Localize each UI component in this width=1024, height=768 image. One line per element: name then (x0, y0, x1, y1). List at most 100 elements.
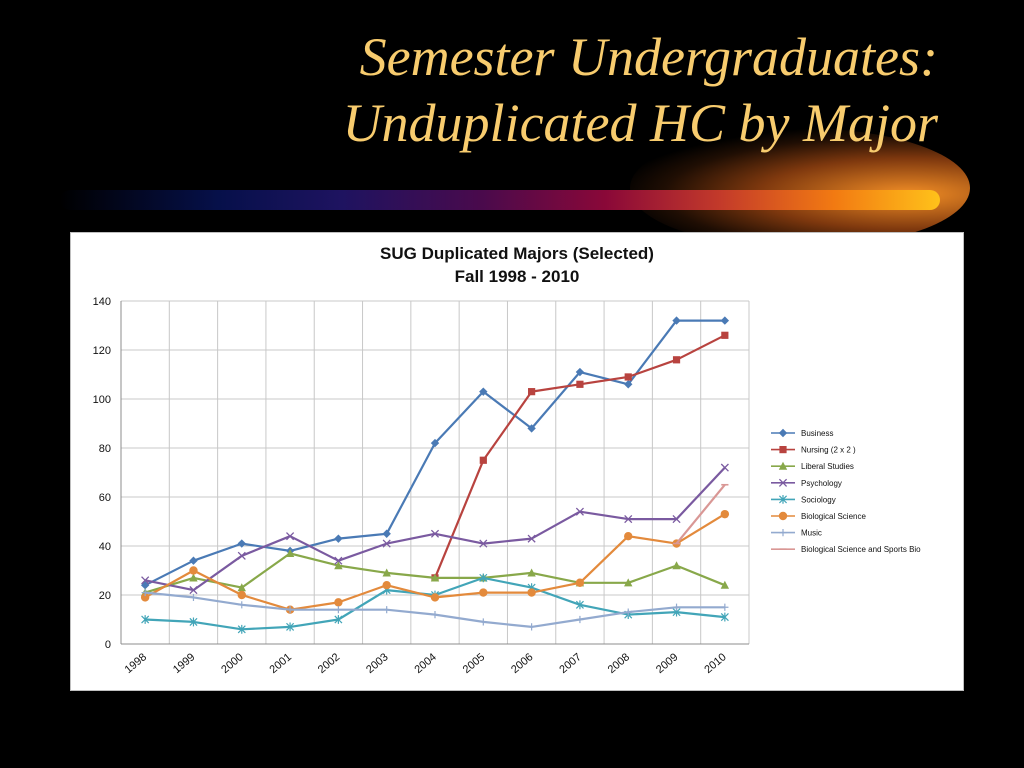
legend-label: Biological Science and Sports Bio (801, 545, 921, 554)
data-point (624, 532, 633, 541)
x-tick-label: 2008 (606, 651, 632, 676)
chart-title-line-1: SUG Duplicated Majors (Selected) (380, 244, 654, 263)
legend-item: Business (771, 428, 833, 438)
legend-label: Biological Science (801, 512, 866, 521)
data-point (141, 576, 150, 585)
data-point (672, 514, 681, 524)
data-point (479, 618, 487, 626)
data-point (576, 615, 584, 624)
data-point (140, 593, 150, 602)
data-point (383, 606, 391, 614)
decorative-glow (630, 128, 970, 248)
data-point (624, 380, 633, 389)
chart-legend: Business Nursing (2 x 2 ) Liberal Studies P… (771, 428, 921, 554)
data-point (527, 568, 536, 577)
y-tick-label: 60 (99, 492, 111, 504)
legend-marker (778, 495, 788, 504)
data-point (720, 316, 730, 325)
data-point (479, 588, 488, 597)
data-point (672, 316, 681, 325)
chart-series (140, 316, 730, 634)
data-point (141, 588, 149, 597)
data-point (382, 529, 391, 538)
data-point (189, 556, 198, 565)
data-point (334, 615, 343, 624)
x-tick-label: 2002 (316, 651, 342, 676)
data-point (624, 578, 633, 587)
series-music (141, 588, 729, 631)
series-biological-science (140, 509, 730, 614)
x-tick-label: 2010 (702, 651, 728, 676)
y-tick-label: 80 (99, 443, 111, 455)
data-point (334, 556, 343, 565)
series-liberal-studies (140, 548, 730, 597)
data-point (624, 373, 632, 381)
series-line (144, 552, 726, 594)
data-point (286, 532, 295, 541)
data-point (575, 367, 585, 377)
data-point (720, 580, 730, 589)
y-tick-label: 120 (93, 345, 111, 357)
data-point (237, 551, 246, 560)
data-point (479, 539, 488, 548)
legend-item: Music (771, 529, 822, 538)
data-point (189, 593, 198, 602)
legend-marker (778, 511, 788, 521)
series-psychology (141, 463, 729, 595)
data-point (527, 424, 536, 433)
data-point (334, 598, 343, 607)
legend-marker (778, 461, 788, 470)
slide-title: Semester Undergraduates: Unduplicated HC… (343, 24, 938, 156)
legend-item: Sociology (771, 495, 836, 504)
data-point (672, 603, 681, 611)
data-point (527, 588, 536, 597)
data-point (720, 509, 730, 519)
data-point (382, 539, 391, 548)
data-point (576, 380, 584, 388)
legend-label: Nursing (2 x 2 ) (801, 446, 856, 455)
legend-marker (779, 529, 787, 537)
data-point (431, 611, 439, 619)
data-point (575, 507, 584, 516)
line-chart: SUG Duplicated Majors (Selected) Fall 19… (93, 244, 922, 676)
x-tick-label: 2001 (268, 651, 294, 676)
x-tick-label: 2007 (557, 651, 583, 676)
data-point (237, 590, 246, 600)
legend-item: Biological Science and Sports Bio (771, 545, 921, 554)
data-point (720, 612, 729, 622)
legend-item: Psychology (771, 478, 842, 488)
legend-label: Music (801, 529, 822, 538)
data-point (382, 568, 391, 577)
data-point (189, 573, 198, 582)
legend-marker (778, 428, 788, 438)
x-tick-label: 2009 (654, 651, 680, 676)
y-tick-label: 100 (93, 394, 111, 406)
x-tick-label: 2004 (412, 651, 438, 676)
data-point (527, 534, 536, 543)
legend-label: Business (801, 429, 833, 438)
data-point (479, 573, 488, 583)
legend-label: Sociology (801, 495, 836, 504)
y-tick-label: 0 (105, 639, 111, 651)
data-point (189, 566, 198, 575)
legend-label: Liberal Studies (801, 462, 854, 471)
y-tick-label: 40 (99, 541, 111, 553)
data-point (528, 623, 536, 631)
data-point (575, 578, 585, 587)
data-point (334, 534, 343, 543)
decorative-gradient-bar (60, 190, 940, 210)
slide-title-line-1: Semester Undergraduates: (359, 27, 938, 87)
x-tick-label: 1998 (123, 651, 149, 676)
x-tick-label: 1999 (171, 651, 197, 676)
slide-title-line-2: Unduplicated HC by Major (342, 93, 938, 153)
data-point (430, 438, 440, 448)
chart-title-line-2: Fall 1998 - 2010 (455, 267, 580, 286)
x-tick-label: 2005 (461, 651, 487, 676)
data-point (672, 356, 681, 364)
data-point (334, 606, 342, 614)
data-point (430, 573, 440, 582)
legend-item: Biological Science (771, 511, 866, 521)
data-point (624, 514, 633, 524)
data-point (672, 561, 681, 570)
series-line (675, 484, 726, 545)
